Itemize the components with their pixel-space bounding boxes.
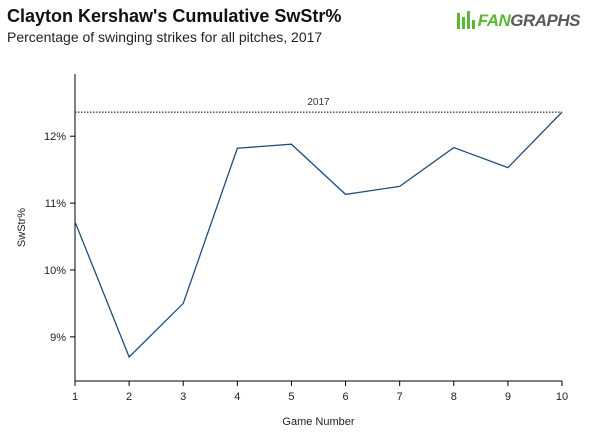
x-tick-label: 10	[556, 391, 568, 403]
x-tick-label: 3	[180, 391, 186, 403]
reference-line-group: 2017	[75, 97, 562, 113]
chart-subtitle: Percentage of swinging strikes for all p…	[7, 29, 323, 45]
series-line	[74, 111, 563, 359]
x-tick-label: 4	[234, 391, 240, 403]
x-tick-label: 2	[126, 391, 132, 403]
y-tick-label: 9%	[50, 332, 66, 344]
x-tick-label: 6	[342, 391, 348, 403]
y-tick-label: 12%	[44, 131, 66, 143]
y-tick-label: 10%	[44, 265, 66, 277]
logo-text-accent: FAN	[477, 11, 511, 30]
series-group	[74, 111, 563, 359]
chart-title: Clayton Kershaw's Cumulative SwStr%	[7, 6, 342, 26]
x-tick-label: 1	[72, 391, 78, 403]
y-tick-label: 11%	[45, 198, 66, 210]
x-tick-label: 7	[397, 391, 403, 403]
x-axis-title: Game Number	[282, 416, 354, 428]
axes: 1 2 3 4 5 6 7 8 9 10 9% 10% 11% 12%	[44, 74, 568, 403]
x-tick-label: 5	[288, 391, 294, 403]
x-tick-label: 9	[505, 391, 511, 403]
x-tick-label: 8	[451, 391, 457, 403]
fangraphs-logo[interactable]: FANGRAPHS	[456, 10, 580, 32]
logo-text-main: GRAPHS	[510, 11, 580, 30]
fangraphs-logo-icon	[456, 11, 475, 29]
y-axis-title: SwStr%	[16, 208, 28, 247]
reference-line-label: 2017	[307, 97, 330, 108]
